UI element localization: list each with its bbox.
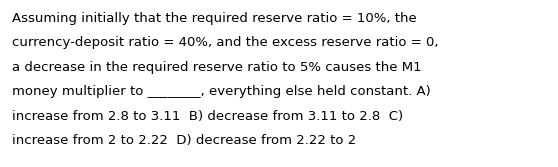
Text: money multiplier to ________, everything else held constant. A): money multiplier to ________, everything… [12,86,431,99]
Text: currency-deposit ratio = 40%, and the excess reserve ratio = 0,: currency-deposit ratio = 40%, and the ex… [12,37,439,49]
Text: increase from 2.8 to 3.11  B) decrease from 3.11 to 2.8  C): increase from 2.8 to 3.11 B) decrease fr… [12,110,403,123]
Text: a decrease in the required reserve ratio to 5% causes the M1: a decrease in the required reserve ratio… [12,61,422,74]
Text: increase from 2 to 2.22  D) decrease from 2.22 to 2: increase from 2 to 2.22 D) decrease from… [12,134,356,147]
Text: Assuming initially that the required reserve ratio = 10%, the: Assuming initially that the required res… [12,12,417,25]
